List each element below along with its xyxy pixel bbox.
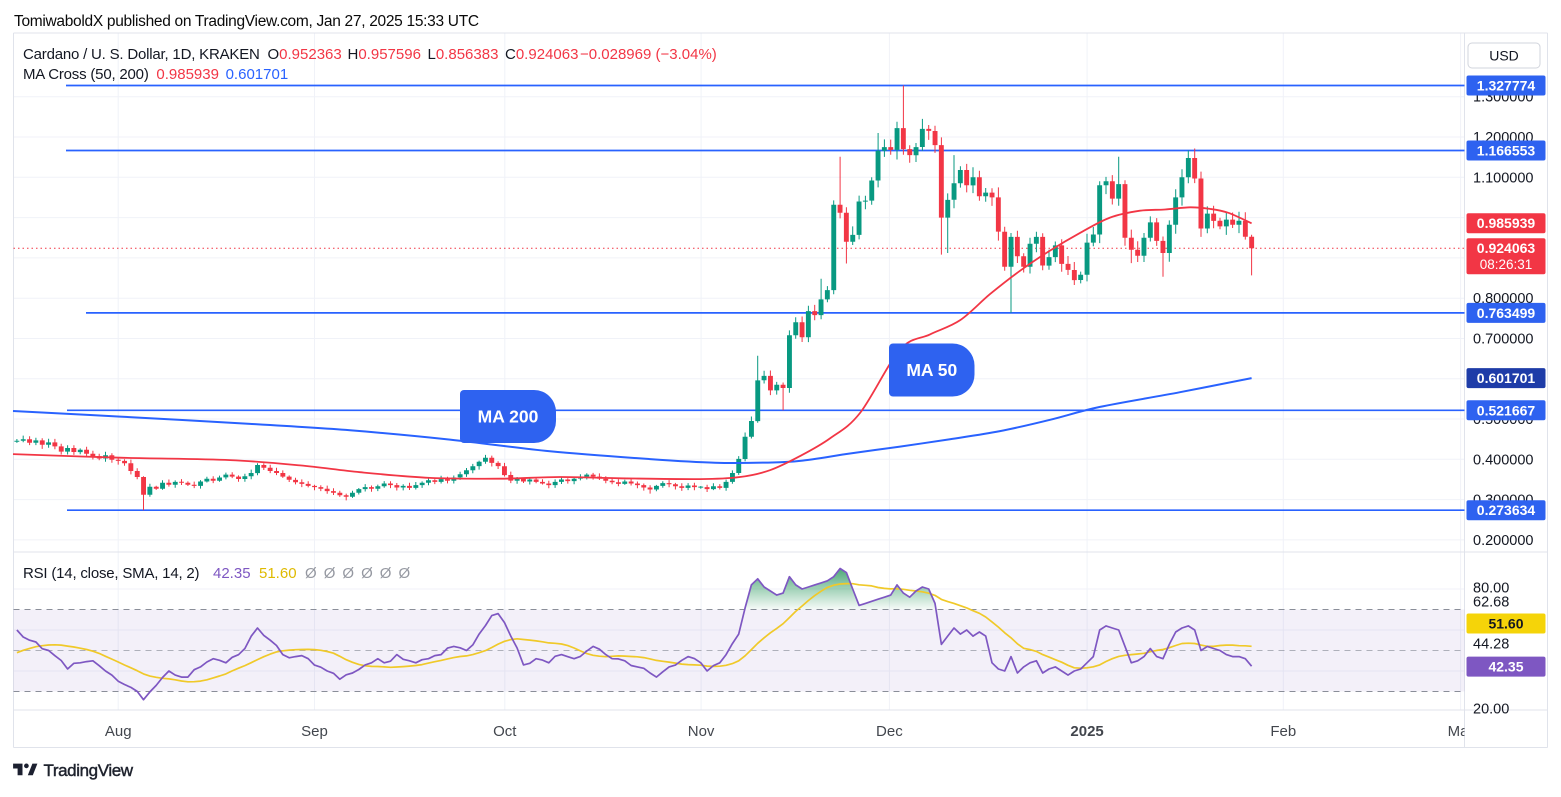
svg-text:0.200000: 0.200000 — [1473, 533, 1533, 549]
svg-text:0.601701: 0.601701 — [1477, 370, 1536, 386]
svg-text:Sep: Sep — [301, 723, 328, 740]
svg-text:08:26:31: 08:26:31 — [1480, 257, 1533, 272]
svg-text:Aug: Aug — [105, 723, 132, 740]
svg-text:H0.957596: H0.957596 — [348, 46, 421, 63]
svg-text:62.68: 62.68 — [1473, 594, 1509, 610]
svg-text:0.985939: 0.985939 — [1477, 215, 1536, 231]
svg-text:2025: 2025 — [1070, 723, 1103, 740]
svg-text:80.00: 80.00 — [1473, 581, 1509, 597]
svg-text:42.35: 42.35 — [213, 565, 251, 582]
svg-text:MA Cross (50, 200): MA Cross (50, 200) — [23, 66, 149, 83]
svg-text:51.60: 51.60 — [259, 565, 297, 582]
svg-text:0.700000: 0.700000 — [1473, 332, 1533, 348]
svg-text:Oct: Oct — [493, 723, 517, 740]
svg-text:0.521667: 0.521667 — [1477, 402, 1536, 418]
svg-text:L0.856383: L0.856383 — [428, 46, 499, 63]
svg-text:0.400000: 0.400000 — [1473, 452, 1533, 468]
svg-text:Ø: Ø — [324, 565, 336, 582]
svg-text:MA 50: MA 50 — [906, 360, 957, 380]
svg-text:42.35: 42.35 — [1488, 659, 1523, 675]
svg-text:Mar: Mar — [1448, 723, 1474, 740]
svg-text:Ø: Ø — [361, 565, 373, 582]
svg-text:O0.952363: O0.952363 — [268, 46, 342, 63]
svg-text:Cardano / U. S. Dollar, 1D, KR: Cardano / U. S. Dollar, 1D, KRAKEN — [23, 46, 260, 63]
svg-text:Nov: Nov — [688, 723, 715, 740]
svg-text:MA 200: MA 200 — [478, 407, 539, 427]
svg-text:TradingView: TradingView — [44, 761, 134, 780]
svg-text:0.273634: 0.273634 — [1477, 502, 1536, 518]
svg-text:1.166553: 1.166553 — [1477, 143, 1536, 159]
svg-text:Ø: Ø — [380, 565, 392, 582]
svg-text:RSI (14, close, SMA, 14, 2): RSI (14, close, SMA, 14, 2) — [23, 565, 200, 582]
svg-text:Dec: Dec — [876, 723, 903, 740]
svg-text:USD: USD — [1489, 48, 1519, 64]
svg-text:0.763499: 0.763499 — [1477, 305, 1536, 321]
svg-text:Ø: Ø — [305, 565, 317, 582]
svg-text:0.985939: 0.985939 — [156, 66, 219, 83]
svg-text:Ø: Ø — [399, 565, 411, 582]
svg-text:1.100000: 1.100000 — [1473, 170, 1533, 186]
svg-text:20.00: 20.00 — [1473, 702, 1509, 718]
svg-text:0.924063: 0.924063 — [1477, 240, 1536, 256]
svg-text:−0.028969 (−3.04%): −0.028969 (−3.04%) — [580, 46, 717, 63]
svg-text:1.327774: 1.327774 — [1477, 78, 1536, 94]
svg-text:Ø: Ø — [342, 565, 354, 582]
svg-text:Feb: Feb — [1270, 723, 1296, 740]
svg-text:51.60: 51.60 — [1488, 616, 1523, 632]
svg-text:TomiwaboldX published on Tradi: TomiwaboldX published on TradingView.com… — [14, 13, 479, 30]
svg-text:0.601701: 0.601701 — [226, 66, 289, 83]
svg-text:44.28: 44.28 — [1473, 636, 1509, 652]
svg-text:C0.924063: C0.924063 — [505, 46, 578, 63]
